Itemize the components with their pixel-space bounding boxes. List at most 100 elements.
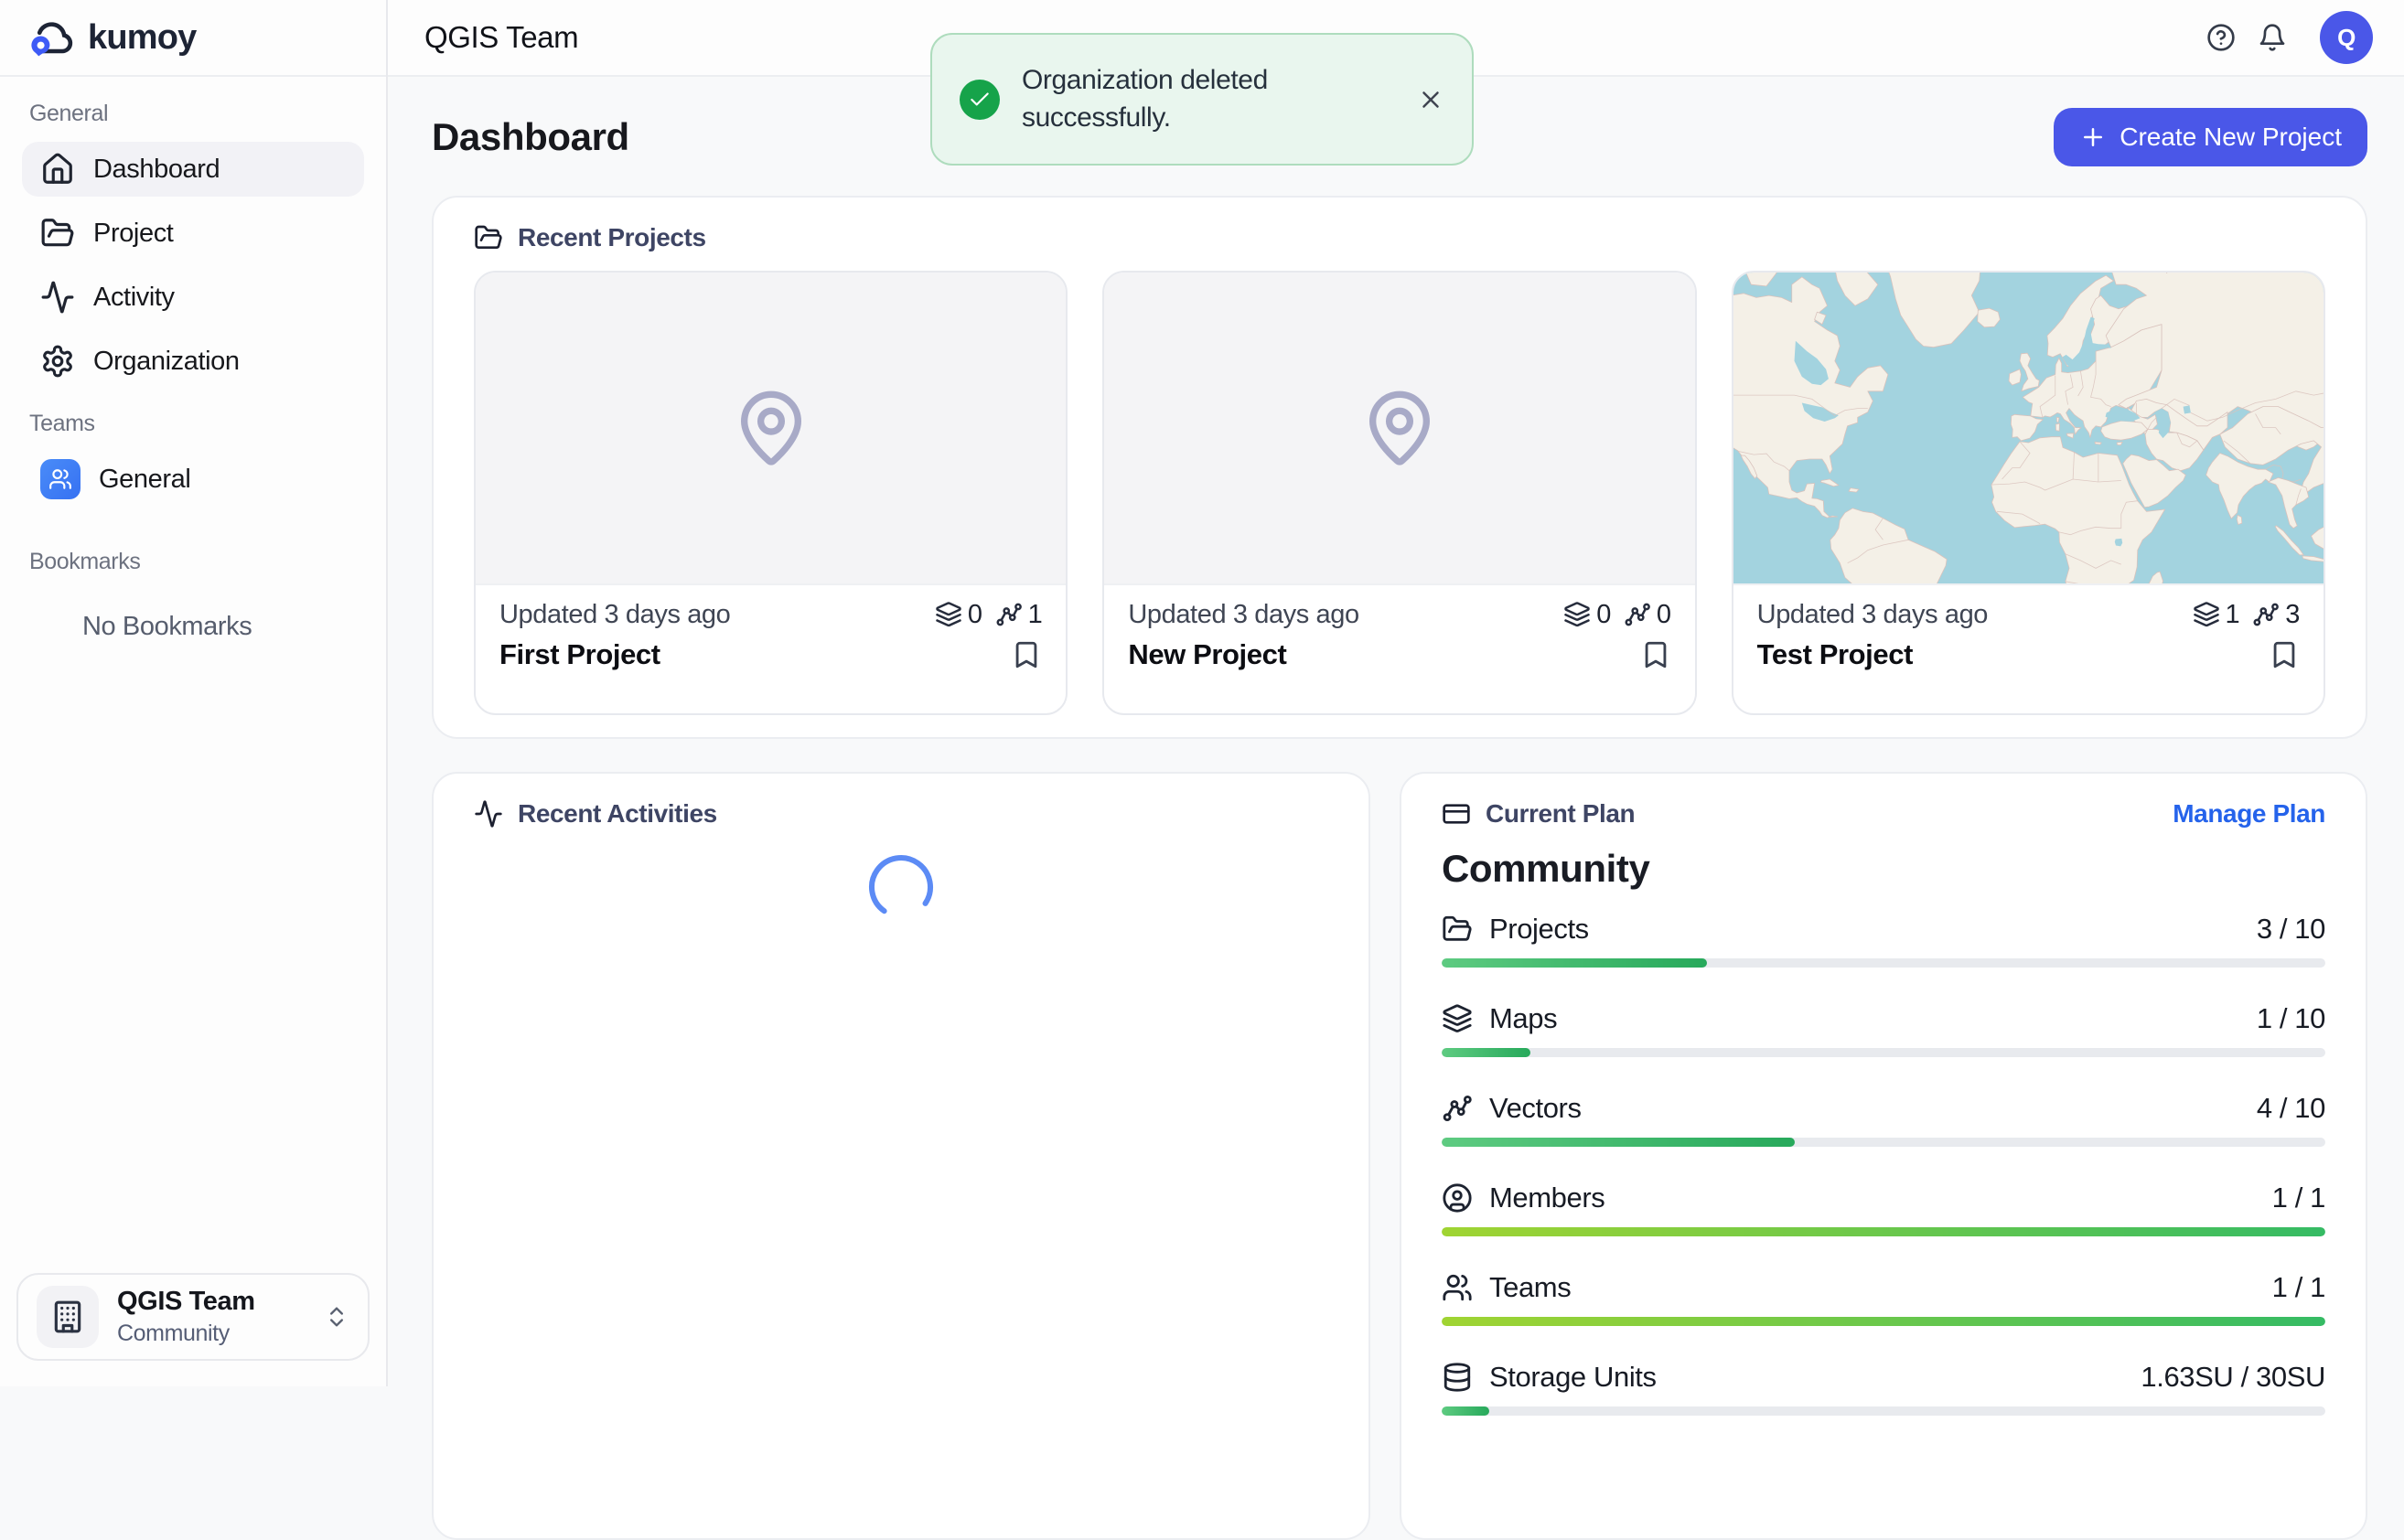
success-toast: Organization deleted successfully. [930, 33, 1474, 166]
usage-row-vectors: Vectors 4 / 10 [1442, 1086, 2325, 1147]
page-title: Dashboard [432, 115, 629, 158]
kumoy-logo-icon [31, 22, 73, 57]
help-icon[interactable] [2206, 23, 2236, 52]
recent-activities-title: Recent Activities [518, 799, 717, 828]
project-name: Test Project [1756, 638, 1914, 670]
usage-row-teams: Teams 1 / 1 [1442, 1266, 2325, 1326]
close-icon[interactable] [1417, 86, 1444, 113]
team-switcher[interactable]: QGIS Team Community [16, 1273, 370, 1361]
project-card-footer: Updated 3 days ago 0 1 First Project [476, 583, 1067, 713]
main-column: QGIS Team Q Dashboard Create New Project [388, 0, 2404, 1540]
sidebar-item-label: Dashboard [93, 154, 220, 184]
success-check-icon [960, 79, 1000, 120]
map-pin-icon [740, 390, 801, 465]
team-switcher-plan: Community [117, 1321, 230, 1346]
project-meta: 0 1 [935, 596, 1043, 633]
map-pin-icon [1368, 390, 1430, 465]
current-plan-title: Current Plan [1486, 799, 1636, 828]
loading-area [474, 852, 1328, 922]
folder-open-icon [41, 219, 74, 247]
section-label-bookmarks: Bookmarks [29, 549, 141, 574]
usage-label: Members [1489, 1182, 1605, 1214]
project-vector-count: 1 [1027, 600, 1043, 629]
project-updated: Updated 3 days ago [1128, 600, 1359, 629]
project-meta: 1 3 [2193, 596, 2300, 633]
section-label-general: General [29, 101, 109, 126]
database-icon [1443, 1363, 1471, 1392]
project-card-first-project[interactable]: Updated 3 days ago 0 1 First Project [474, 271, 1068, 715]
usage-bar [1442, 1227, 2325, 1236]
usage-label: Projects [1489, 913, 1589, 945]
team-switcher-name: QGIS Team [117, 1287, 255, 1316]
activity-icon [41, 281, 74, 314]
usage-value: 1 / 10 [2256, 1002, 2326, 1034]
project-updated: Updated 3 days ago [499, 600, 731, 629]
no-bookmarks-text: No Bookmarks [82, 612, 252, 641]
vector-icon [996, 603, 1022, 626]
vector-icon [1625, 603, 1650, 626]
project-thumbnail-placeholder [1104, 273, 1695, 583]
team-users-icon [40, 459, 80, 499]
current-plan-card: Current Plan Manage Plan Community Proje… [1400, 772, 2367, 1540]
usage-bar [1442, 1317, 2325, 1326]
project-card-footer: Updated 3 days ago 0 0 New Project [1104, 583, 1695, 713]
usage-bar [1442, 1138, 2325, 1147]
bookmark-icon[interactable] [2269, 639, 2300, 670]
bookmark-icon[interactable] [1640, 639, 1671, 670]
create-button-label: Create New Project [2120, 123, 2342, 151]
avatar[interactable]: Q [2320, 11, 2373, 64]
logo[interactable]: kumoy [0, 0, 386, 77]
section-label-teams: Teams [29, 411, 95, 436]
project-meta: 0 0 [1563, 596, 1671, 633]
recent-projects-card: Recent Projects Updated 3 days ago [432, 196, 2367, 739]
usage-value: 3 / 10 [2256, 913, 2326, 945]
home-icon [43, 153, 72, 184]
usage-label: Storage Units [1489, 1361, 1657, 1393]
plus-icon [2084, 128, 2103, 146]
project-card-test-project[interactable]: Updated 3 days ago 1 3 Test Project [1731, 271, 2325, 715]
sidebar: kumoy General Dashboard Project Activity [0, 0, 388, 1386]
project-map-count: 0 [967, 600, 982, 629]
recent-projects-header: Recent Projects [474, 223, 2325, 252]
sidebar-item-activity[interactable]: Activity [22, 270, 364, 325]
project-name: First Project [499, 638, 660, 670]
project-vector-count: 3 [2285, 600, 2300, 629]
chevrons-up-down-icon [330, 1307, 343, 1327]
sidebar-item-team-general[interactable]: General [22, 452, 364, 507]
vector-icon [2253, 603, 2280, 626]
project-vector-count: 0 [1656, 600, 1671, 629]
sidebar-nav: General Dashboard Project Activity Organ… [0, 77, 386, 642]
project-card-footer: Updated 3 days ago 1 3 Test Project [1733, 583, 2324, 713]
usage-row-projects: Projects 3 / 10 [1442, 907, 2325, 968]
users-icon [1443, 1274, 1472, 1301]
page-head: Dashboard Create New Project [432, 108, 2367, 166]
topbar-actions: Q [2206, 11, 2373, 64]
projects-grid: Updated 3 days ago 0 1 First Project [474, 271, 2325, 715]
create-new-project-button[interactable]: Create New Project [2054, 108, 2367, 166]
sidebar-item-label: Activity [93, 282, 175, 312]
toast-message: Organization deleted successfully. [1022, 65, 1268, 133]
layers-icon [1443, 1004, 1472, 1032]
page-content: Dashboard Create New Project Recent Proj… [388, 77, 2404, 1540]
user-circle-icon [1443, 1183, 1472, 1213]
bell-icon[interactable] [2258, 23, 2287, 52]
usage-value: 1 / 1 [2271, 1182, 2326, 1214]
usage-row-members: Members 1 / 1 [1442, 1176, 2325, 1236]
topbar-title: QGIS Team [424, 20, 579, 54]
project-thumbnail-map [1733, 273, 2324, 583]
sidebar-item-project[interactable]: Project [22, 206, 364, 261]
sidebar-item-dashboard[interactable]: Dashboard [22, 142, 364, 197]
manage-plan-link[interactable]: Manage Plan [2173, 799, 2325, 828]
project-map-count: 1 [2225, 600, 2240, 629]
usage-bar [1442, 1406, 2325, 1416]
project-updated: Updated 3 days ago [1756, 600, 1989, 629]
bookmark-icon[interactable] [1011, 639, 1042, 670]
sidebar-item-label: General [99, 464, 191, 494]
sidebar-item-organization[interactable]: Organization [22, 334, 364, 389]
plan-name: Community [1442, 847, 1650, 890]
layers-icon [1564, 602, 1590, 627]
project-card-new-project[interactable]: Updated 3 days ago 0 0 New Project [1102, 271, 1697, 715]
vector-icon [1443, 1095, 1472, 1122]
usage-row-maps: Maps 1 / 10 [1442, 997, 2325, 1057]
